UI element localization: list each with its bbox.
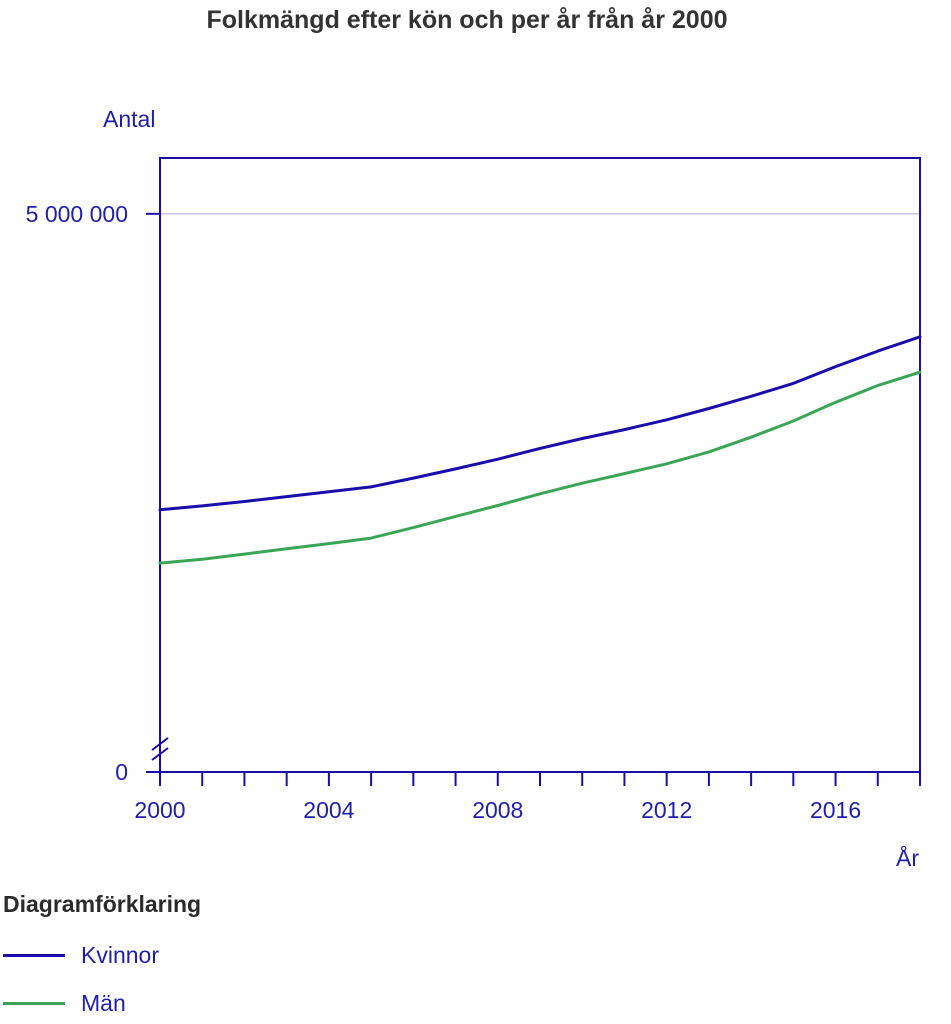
- y-axis-label: Antal: [103, 106, 155, 132]
- legend-label-man: Män: [81, 989, 126, 1016]
- legend-item-man: Män: [3, 988, 126, 1018]
- y-axis-ticks: 0 5 000 000: [26, 201, 160, 785]
- chart-title: Folkmängd efter kön och per år från år 2…: [206, 6, 728, 34]
- axis-break-icon: [151, 737, 169, 761]
- series-layer: [158, 335, 922, 565]
- legend-swatch-man: [3, 1001, 65, 1005]
- x-tick-label: 2008: [472, 797, 523, 823]
- x-tick-label: 2000: [134, 797, 185, 823]
- plot-frame: [159, 157, 921, 773]
- series-line-kvinnor: [158, 335, 922, 512]
- x-tick-label: 2004: [303, 797, 354, 823]
- series-line-man: [158, 370, 922, 565]
- x-axis-label: År: [896, 844, 919, 871]
- legend-label-kvinnor: Kvinnor: [81, 941, 159, 968]
- y-tick-label: 0: [115, 759, 128, 785]
- legend-heading: Diagramförklaring: [3, 891, 202, 917]
- x-tick-label: 2016: [810, 797, 861, 823]
- y-tick-label: 5 000 000: [26, 201, 128, 227]
- x-tick-label: 2012: [641, 797, 692, 823]
- legend-swatch-kvinnor: [3, 953, 65, 957]
- x-axis-ticks: 2000 2004 2008 2012 2016: [134, 772, 921, 823]
- line-chart: Antal 2000 2004 2008 2012 2016 0 5 000 000 År: [26, 106, 922, 871]
- legend-item-kvinnor: Kvinnor: [3, 940, 159, 970]
